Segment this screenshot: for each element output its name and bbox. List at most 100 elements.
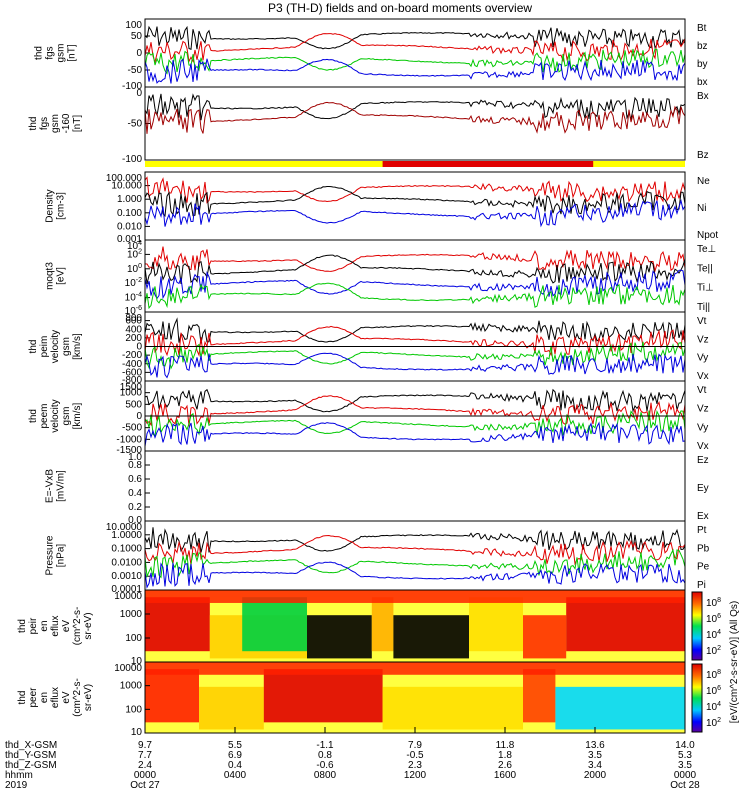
y-axis-label: en (39, 620, 50, 631)
y-tick-label: 1000 (120, 388, 143, 399)
x-tick-label: 0.8 (318, 750, 332, 761)
trace-vz (144, 395, 686, 427)
y-tick-label: 0.0 (128, 515, 142, 526)
legend-vt: Vt (697, 316, 707, 327)
y-tick-label: 1.0 (128, 452, 142, 463)
spectrogram-band (393, 615, 469, 659)
spectrogram-1 (145, 590, 685, 662)
y-axis-label: gsm (50, 114, 61, 133)
y-tick-label: -50 (128, 119, 143, 130)
legend-vy: Vy (697, 353, 708, 364)
x-tick-label: Oct 28 (670, 780, 700, 791)
x-tick-label: 0.4 (228, 760, 242, 771)
spectrogram-band (242, 597, 307, 652)
legend-ti: Ti⊥ (697, 283, 714, 294)
y-axis-label: thd (28, 117, 39, 131)
x-tick-label: 6.9 (228, 750, 242, 761)
trace-vx (144, 421, 686, 447)
y-axis-label: velocity (50, 399, 61, 432)
y-axis-label: thd (17, 691, 28, 705)
y-axis-label: fgs (45, 46, 56, 59)
trace-ti (144, 269, 686, 300)
y-axis-label: thd (28, 409, 39, 423)
y-tick-label: -1500 (116, 445, 142, 456)
trace-npot (144, 198, 686, 228)
x-tick-label: 2.3 (408, 760, 422, 771)
panel-frame (144, 450, 686, 522)
colorbar-tick-label: 102 (706, 717, 721, 729)
y-tick-label: 1000 (120, 609, 143, 620)
trace-te (144, 254, 686, 285)
trace-bz (144, 101, 686, 134)
y-axis-label: [nT] (72, 115, 83, 132)
y-tick-label: -100 (122, 81, 142, 92)
y-tick-label: 100 (125, 633, 142, 644)
y-tick-label: 0 (136, 342, 142, 353)
legend-ex: Ex (697, 511, 709, 522)
y-tick-label: 0.1000 (111, 544, 142, 555)
colorbar-upper (691, 591, 703, 661)
trace-bz (144, 33, 686, 64)
spectrogram-band (263, 669, 383, 723)
legend-vx: Vx (697, 371, 709, 382)
y-tick-label: 0.8 (128, 460, 142, 471)
legend-ne: Ne (697, 176, 710, 187)
x-tick-label: 9.7 (138, 740, 152, 751)
x-tick-label: 2000 (584, 770, 607, 781)
spectrogram-band (555, 686, 685, 730)
y-tick-label: 0.4 (128, 488, 142, 499)
y-tick-label: 0.0001 (111, 584, 142, 595)
x-tick-label: 1600 (494, 770, 517, 781)
spectrogram-band (199, 686, 264, 730)
legend-ti: Ti|| (697, 302, 710, 313)
legend-pi: Pi (697, 580, 706, 591)
colorbar-tick-label: 108 (706, 669, 721, 681)
y-axis-label: en (39, 692, 50, 703)
x-tick-label: -0.5 (406, 750, 424, 761)
y-tick-label: 102 (127, 248, 142, 260)
y-tick-label: -100 (122, 154, 142, 165)
spectrogram-2 (145, 662, 685, 733)
x-tick-label: 5.3 (678, 750, 692, 761)
trace-ti (144, 282, 686, 310)
trace-ne (144, 176, 686, 204)
legend-bz: Bz (697, 150, 709, 161)
spectrogram-band (145, 669, 199, 723)
y-axis-label: Density (45, 189, 56, 222)
spectrogram-band (523, 669, 556, 723)
x-row-label: thd_Y-GSM (5, 750, 56, 761)
panel-9: 10000 1000 100 10 thd peir en eflux eV (cm^2-s-sr… (17, 589, 686, 667)
mode-bar-fast (382, 161, 594, 167)
legend-vx: Vx (697, 441, 709, 452)
y-axis-label: moqt3 (45, 262, 56, 290)
y-tick-label: -800 (122, 375, 142, 386)
y-tick-label: 0.001 (117, 234, 142, 245)
x-tick-label: 3.5 (678, 760, 692, 771)
y-tick-label: -500 (122, 423, 142, 434)
spectrogram-band (382, 686, 523, 730)
colorbar-tick-label: 108 (706, 597, 721, 609)
spectrogram-band (469, 597, 523, 652)
y-tick-label: 400 (125, 324, 142, 335)
y-tick-label: 10 (131, 727, 143, 738)
y-axis-label: eV (61, 691, 72, 704)
legend-vz: Vz (697, 334, 709, 345)
colorbar-tick-label: 104 (706, 629, 721, 641)
y-tick-label: 10-2 (125, 277, 142, 289)
y-axis-label: peer (28, 687, 39, 708)
y-axis-label: thd (17, 619, 28, 633)
y-tick-label: 1.0000 (111, 530, 142, 541)
trace-by (144, 48, 686, 75)
y-tick-label: 50 (131, 31, 143, 42)
x-tick-label: 0000 (674, 770, 697, 781)
trace-bt (144, 25, 686, 51)
y-axis-label: eV (61, 620, 72, 633)
legend-vy: Vy (697, 422, 708, 433)
colorbar-tick-label: 106 (706, 613, 721, 625)
x-tick-label: 11.8 (496, 740, 515, 751)
panel-2: 0 -50 -100 thd fgs gsm -160 [nT] Bx Bz (28, 86, 709, 165)
trace-bx (144, 58, 686, 84)
